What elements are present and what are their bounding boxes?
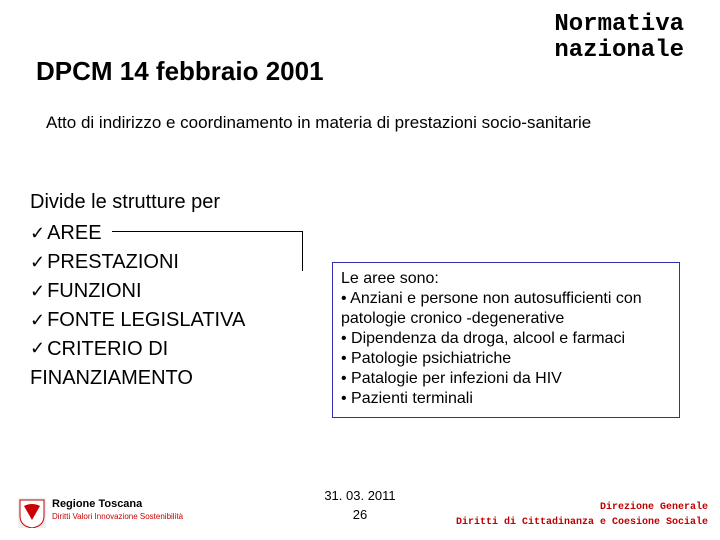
check-icon: ✓ <box>30 249 45 275</box>
check-icon: ✓ <box>30 335 45 361</box>
list-item: ✓ FONTE LEGISLATIVA <box>30 306 310 335</box>
footer-right: Direzione Generale Diritti di Cittadinan… <box>456 500 708 530</box>
subtitle: Atto di indirizzo e coordinamento in mat… <box>46 112 646 133</box>
box-bullet: • Dipendenza da droga, alcool e farmaci <box>341 329 671 349</box>
box-title: Le aree sono: <box>341 269 671 289</box>
left-list: Divide le strutture per ✓ AREE ✓ PRESTAZ… <box>30 188 310 393</box>
list-item-label: AREE <box>47 219 101 248</box>
left-intro: Divide le strutture per <box>30 188 310 217</box>
list-item: ✓ AREE <box>30 219 310 248</box>
box-bullet: • Anziani e persone non autosufficienti … <box>341 289 671 329</box>
corner-heading-l1: Normativa <box>554 12 684 38</box>
box-bullet: • Patalogie per infezioni da HIV <box>341 369 671 389</box>
list-item: ✓ PRESTAZIONI <box>30 248 310 277</box>
footer-right-l1: Direzione Generale <box>456 500 708 515</box>
box-bullet: • Patologie psichiatriche <box>341 349 671 369</box>
list-item-label: CRITERIO DI FINANZIAMENTO <box>30 338 193 389</box>
list-item-label: FUNZIONI <box>47 277 141 306</box>
list-item: ✓ FUNZIONI <box>30 277 310 306</box>
box-bullet: • Pazienti terminali <box>341 389 671 409</box>
check-icon: ✓ <box>30 278 45 304</box>
check-icon: ✓ <box>30 307 45 333</box>
page-title: DPCM 14 febbraio 2001 <box>36 56 324 87</box>
list-item: ✓ CRITERIO DI FINANZIAMENTO <box>30 335 310 393</box>
check-icon: ✓ <box>30 220 45 246</box>
corner-heading-l2: nazionale <box>554 38 684 64</box>
list-item-label: PRESTAZIONI <box>47 248 179 277</box>
corner-heading: Normativa nazionale <box>554 12 684 65</box>
footer-right-l2: Diritti di Cittadinanza e Coesione Socia… <box>456 515 708 530</box>
aree-box: Le aree sono: • Anziani e persone non au… <box>332 262 680 418</box>
connector-line <box>112 231 302 232</box>
list-item-label: FONTE LEGISLATIVA <box>47 306 245 335</box>
